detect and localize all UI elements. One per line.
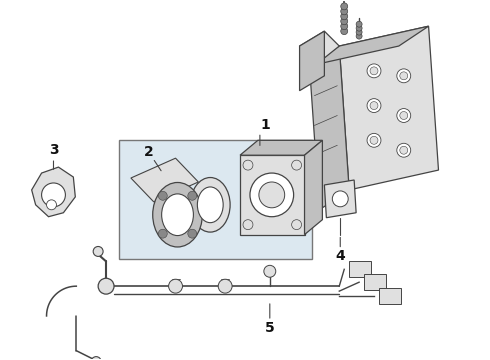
Circle shape — [98, 278, 114, 294]
Circle shape — [158, 191, 167, 200]
Circle shape — [341, 8, 348, 15]
Circle shape — [243, 220, 253, 230]
Text: 1: 1 — [260, 118, 270, 132]
Circle shape — [91, 357, 101, 360]
Circle shape — [397, 109, 411, 122]
Circle shape — [356, 29, 362, 35]
Circle shape — [188, 229, 196, 238]
Bar — [119, 140, 313, 260]
Circle shape — [400, 146, 408, 154]
Ellipse shape — [162, 194, 194, 235]
Circle shape — [292, 160, 301, 170]
Circle shape — [169, 279, 182, 293]
Circle shape — [218, 279, 232, 293]
Circle shape — [356, 33, 362, 39]
Text: 3: 3 — [49, 143, 58, 157]
Ellipse shape — [197, 187, 223, 223]
Circle shape — [341, 18, 348, 25]
Circle shape — [356, 25, 362, 31]
Polygon shape — [299, 31, 324, 91]
Ellipse shape — [153, 183, 202, 247]
Circle shape — [332, 191, 348, 207]
Circle shape — [264, 265, 276, 277]
Text: 2: 2 — [144, 145, 154, 159]
Circle shape — [188, 191, 196, 200]
Circle shape — [370, 67, 378, 75]
Polygon shape — [32, 167, 75, 217]
Circle shape — [42, 183, 65, 207]
Circle shape — [341, 3, 348, 10]
Bar — [379, 288, 401, 304]
Circle shape — [367, 133, 381, 147]
Bar — [349, 261, 371, 277]
Circle shape — [47, 200, 56, 210]
Circle shape — [370, 136, 378, 144]
Circle shape — [341, 28, 348, 35]
Text: 5: 5 — [265, 321, 275, 335]
Polygon shape — [240, 140, 322, 155]
Circle shape — [367, 99, 381, 113]
Circle shape — [250, 173, 294, 217]
Circle shape — [341, 23, 348, 30]
Circle shape — [158, 229, 167, 238]
Circle shape — [397, 69, 411, 83]
Bar — [364, 274, 386, 290]
Polygon shape — [240, 155, 305, 235]
Polygon shape — [299, 31, 339, 66]
Text: 4: 4 — [335, 249, 345, 264]
Polygon shape — [310, 46, 349, 210]
Circle shape — [243, 160, 253, 170]
Circle shape — [367, 64, 381, 78]
Polygon shape — [305, 140, 322, 235]
Circle shape — [93, 247, 103, 256]
Polygon shape — [339, 26, 439, 190]
Circle shape — [356, 21, 362, 27]
Polygon shape — [324, 180, 356, 218]
Circle shape — [341, 13, 348, 20]
Circle shape — [397, 143, 411, 157]
Circle shape — [400, 112, 408, 120]
Circle shape — [259, 182, 285, 208]
Ellipse shape — [191, 177, 230, 232]
Polygon shape — [310, 26, 429, 66]
Circle shape — [400, 72, 408, 80]
Polygon shape — [131, 158, 198, 202]
Circle shape — [370, 102, 378, 109]
Circle shape — [292, 220, 301, 230]
